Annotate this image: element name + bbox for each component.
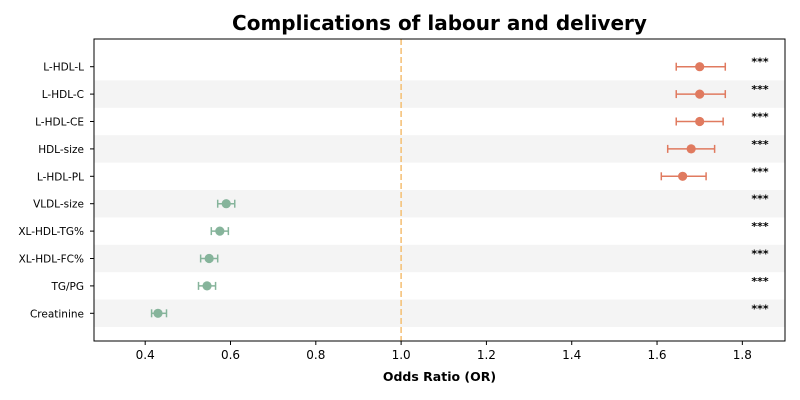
or-point	[695, 89, 705, 99]
chart-title: Complications of labour and delivery	[232, 11, 647, 35]
x-tick-label: 0.8	[306, 348, 325, 362]
row-label: L-HDL-C	[42, 89, 84, 101]
significance-label: ***	[751, 193, 769, 206]
significance-label: ***	[751, 83, 769, 96]
significance-label: ***	[751, 56, 769, 69]
significance-label: ***	[751, 248, 769, 261]
row-label: L-HDL-CE	[35, 117, 84, 129]
or-point	[215, 226, 225, 236]
row-label: L-HDL-L	[43, 62, 84, 74]
or-point	[695, 62, 705, 72]
significance-label: ***	[751, 111, 769, 124]
or-point	[202, 281, 212, 291]
x-tick-label: 1.4	[562, 348, 581, 362]
plot-frame	[93, 38, 786, 342]
or-point	[695, 116, 705, 127]
x-tick-label: 1.6	[647, 348, 666, 362]
or-point	[678, 171, 688, 181]
row-label: XL-HDL-FC%	[19, 254, 84, 266]
significance-label: ***	[751, 275, 769, 288]
or-point	[204, 253, 214, 264]
row-label: TG/PG	[50, 281, 84, 293]
x-tick-label: 1.0	[392, 348, 411, 362]
row-label: VLDL-size	[33, 199, 84, 211]
row-stripe	[94, 80, 785, 108]
row-stripe	[94, 190, 785, 218]
significance-label: ***	[751, 138, 769, 151]
rows-group: L-HDL-L *** L-HDL-C *** L-HDL-CE *** HDL-size *…	[18, 56, 769, 321]
significance-label: ***	[751, 220, 769, 233]
x-tick-label: 0.6	[221, 348, 240, 362]
x-tick-label: 1.2	[477, 348, 496, 362]
row-label: XL-HDL-TG%	[18, 226, 84, 238]
significance-label: ***	[751, 165, 769, 178]
x-tick-label: 1.8	[733, 348, 752, 362]
or-point	[153, 308, 163, 318]
row-stripe	[94, 299, 785, 327]
row-label: HDL-size	[38, 144, 84, 156]
x-axis: 0.4 0.6 0.8 1.0 1.2 1.4 1.6 1.8	[136, 341, 752, 362]
x-tick-label: 0.4	[136, 348, 155, 362]
row-stripes	[94, 80, 785, 327]
or-point	[686, 144, 696, 154]
significance-label: ***	[751, 302, 769, 315]
or-point	[221, 199, 231, 209]
row-label: L-HDL-PL	[37, 171, 84, 183]
row-label: Creatinine	[30, 308, 84, 320]
row-stripe	[94, 244, 785, 273]
x-axis-label: Odds Ratio (OR)	[383, 369, 496, 384]
